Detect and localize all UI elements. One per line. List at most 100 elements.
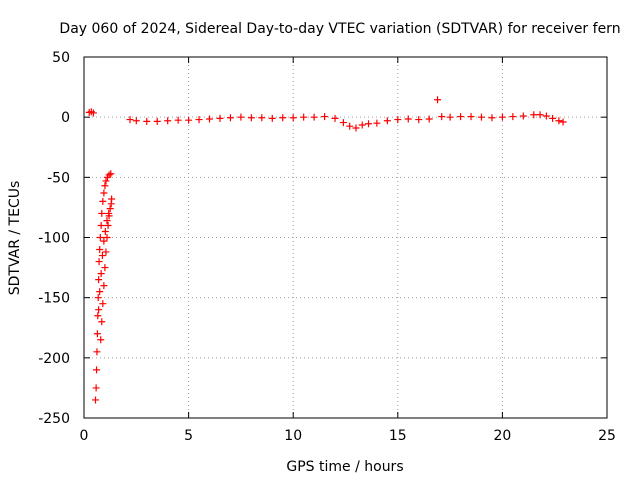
- data-point: [100, 237, 108, 245]
- x-tick-label: 15: [389, 428, 407, 444]
- y-tick-label: -50: [47, 170, 70, 186]
- data-point: [102, 248, 110, 256]
- data-point: [519, 112, 527, 120]
- data-point: [99, 300, 107, 308]
- y-tick-label: -150: [38, 291, 70, 307]
- data-point: [425, 115, 433, 123]
- y-tick-label: -250: [38, 411, 70, 427]
- data-point: [310, 113, 318, 121]
- data-point: [434, 96, 442, 104]
- data-point: [92, 396, 100, 404]
- data-point: [102, 177, 110, 185]
- data-point: [93, 348, 101, 356]
- grid-layer: [84, 57, 607, 418]
- chart-title: Day 060 of 2024, Sidereal Day-to-day VTE…: [59, 21, 620, 37]
- data-point: [226, 114, 234, 122]
- data-point: [153, 117, 161, 125]
- data-point: [96, 234, 104, 241]
- data-point: [96, 246, 104, 254]
- data-point: [438, 113, 446, 121]
- data-point: [94, 312, 102, 320]
- x-tick-label: 5: [184, 428, 193, 444]
- data-point: [216, 114, 224, 122]
- data-point: [477, 113, 485, 121]
- data-point: [457, 113, 465, 121]
- x-tick-label: 10: [284, 428, 302, 444]
- y-tick-label: 50: [52, 50, 70, 66]
- data-point: [108, 195, 116, 203]
- data-point: [104, 221, 112, 229]
- data-point: [97, 270, 105, 278]
- data-point: [206, 115, 214, 123]
- data-point: [339, 119, 347, 127]
- tick-layer: 0 5 10 15 20 25 -250 -200 -150 -100 -50 0 50: [38, 50, 616, 444]
- data-point: [95, 306, 103, 314]
- data-point: [549, 114, 557, 122]
- data-point: [530, 111, 538, 119]
- data-point: [103, 234, 111, 241]
- data-point: [300, 113, 308, 121]
- data-point: [415, 116, 423, 124]
- data-point: [143, 117, 151, 125]
- data-point: [237, 113, 245, 121]
- y-tick-label: 0: [61, 110, 70, 126]
- data-point: [92, 384, 100, 392]
- data-point: [103, 217, 111, 225]
- x-axis-label: GPS time / hours: [286, 459, 403, 475]
- data-point: [352, 124, 360, 132]
- data-point: [247, 114, 255, 122]
- data-point: [98, 209, 106, 217]
- data-point: [279, 114, 287, 122]
- data-point: [404, 115, 412, 123]
- data-point: [559, 118, 567, 126]
- data-point: [555, 117, 563, 125]
- data-point: [105, 209, 113, 217]
- data-point: [96, 288, 104, 296]
- data-point: [467, 113, 475, 121]
- data-point: [132, 117, 140, 125]
- data-point: [383, 117, 391, 125]
- y-axis-label: SDTVAR / TECUs: [7, 181, 23, 296]
- data-point: [99, 197, 107, 205]
- data-point: [105, 171, 113, 179]
- data-point: [93, 330, 101, 338]
- data-point: [101, 264, 109, 272]
- data-point: [97, 336, 105, 344]
- data-point: [89, 109, 97, 117]
- data-point: [94, 294, 102, 302]
- data-point: [101, 182, 109, 190]
- y-tick-label: -200: [38, 351, 70, 367]
- data-point: [100, 282, 108, 290]
- data-point: [542, 112, 550, 120]
- x-tick-label: 25: [598, 428, 616, 444]
- data-point: [93, 366, 101, 374]
- y-tick-label: -100: [38, 231, 70, 247]
- data-point: [394, 116, 402, 124]
- data-point: [268, 114, 276, 122]
- data-point: [331, 114, 339, 122]
- data-point: [446, 113, 454, 121]
- data-point: [174, 116, 182, 124]
- data-point: [373, 119, 381, 127]
- data-layer: [85, 96, 567, 404]
- data-point: [536, 111, 544, 119]
- data-point: [488, 114, 496, 122]
- data-point: [106, 205, 114, 213]
- data-point: [101, 227, 109, 235]
- data-point: [98, 252, 106, 260]
- data-point: [95, 276, 103, 284]
- data-point: [365, 120, 373, 128]
- data-point: [95, 258, 103, 266]
- data-point: [100, 189, 108, 197]
- data-point: [107, 170, 115, 178]
- data-point: [358, 121, 366, 129]
- data-point: [126, 116, 134, 124]
- data-point: [98, 318, 106, 326]
- data-point: [185, 116, 193, 124]
- x-tick-label: 20: [493, 428, 511, 444]
- x-tick-label: 0: [80, 428, 89, 444]
- data-point: [509, 113, 517, 121]
- data-point: [346, 122, 354, 130]
- data-point: [498, 113, 506, 121]
